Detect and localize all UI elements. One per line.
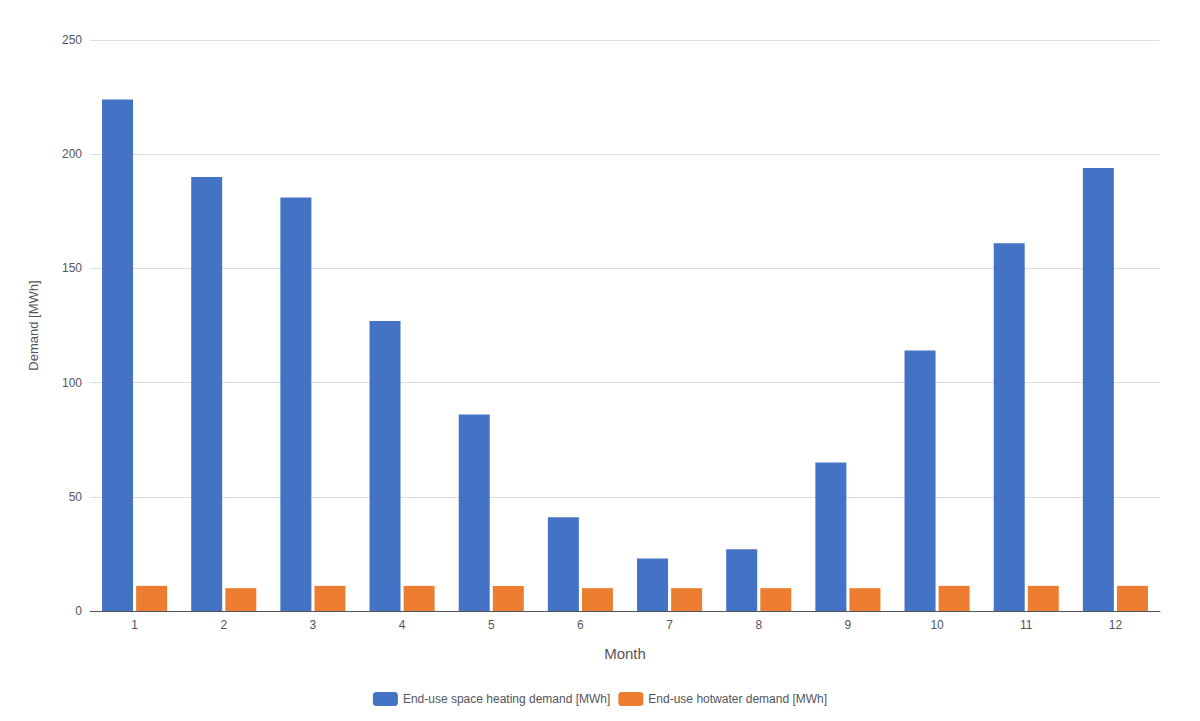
svg-text:8: 8 xyxy=(755,618,762,632)
svg-text:End-use space heating demand [: End-use space heating demand [MWh] xyxy=(403,692,610,706)
svg-text:250: 250 xyxy=(62,33,82,47)
svg-text:12: 12 xyxy=(1109,618,1123,632)
svg-text:Month: Month xyxy=(604,645,646,662)
svg-text:100: 100 xyxy=(62,376,82,390)
svg-text:1: 1 xyxy=(131,618,138,632)
svg-text:7: 7 xyxy=(666,618,673,632)
svg-text:50: 50 xyxy=(69,490,83,504)
svg-text:0: 0 xyxy=(75,604,82,618)
svg-text:Demand [MWh]: Demand [MWh] xyxy=(26,280,41,370)
svg-text:150: 150 xyxy=(62,261,82,275)
svg-text:9: 9 xyxy=(845,618,852,632)
svg-text:6: 6 xyxy=(577,618,584,632)
svg-text:3: 3 xyxy=(310,618,317,632)
svg-text:200: 200 xyxy=(62,147,82,161)
svg-text:5: 5 xyxy=(488,618,495,632)
svg-text:4: 4 xyxy=(399,618,406,632)
svg-text:2: 2 xyxy=(220,618,227,632)
svg-text:11: 11 xyxy=(1020,618,1033,632)
svg-text:10: 10 xyxy=(930,618,944,632)
svg-text:End-use hotwater demand [MWh]: End-use hotwater demand [MWh] xyxy=(648,692,827,706)
